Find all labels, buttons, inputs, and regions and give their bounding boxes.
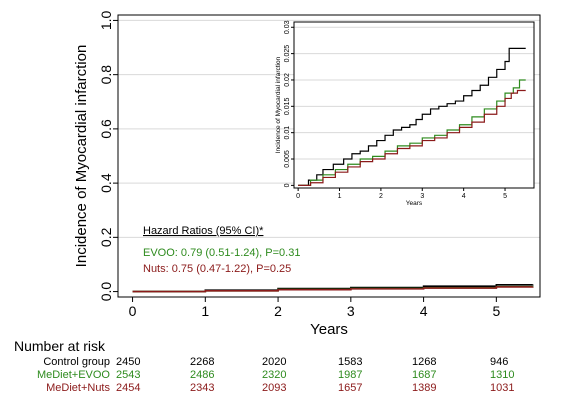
x-tick-label: 5 xyxy=(492,303,500,319)
y-tick-label: 0.4 xyxy=(98,173,114,193)
y-tick-label: 0.01 xyxy=(284,126,291,140)
x-tick-label: 4 xyxy=(462,193,466,200)
risk-value: 1268 xyxy=(412,356,437,368)
risk-value: 946 xyxy=(490,356,509,368)
risk-value: 2454 xyxy=(116,382,141,394)
y-tick-label: 0.0 xyxy=(98,282,114,302)
inset-plot: 0 1 2 3 4 5 0 0.005 0.01 0.015 0.02 0.025 0.03 Years I… xyxy=(275,20,535,207)
series-line xyxy=(298,47,526,186)
x-tick-label: 3 xyxy=(420,193,424,200)
risk-value: 1657 xyxy=(338,382,363,394)
y-tick-label: 0.025 xyxy=(284,45,291,63)
risk-value: 1031 xyxy=(490,382,515,394)
risk-row-nuts: MeDiet+Nuts 2454 2343 2093 1657 1389 103… xyxy=(0,382,574,395)
risk-row-control: Control group 2450 2268 2020 1583 1268 9… xyxy=(0,356,574,369)
y-axis-label: Incidence of Myocardial infarction xyxy=(73,45,90,268)
chart-svg: 0 1 2 3 4 5 0.0 0.2 0.4 0.6 0.8 1.0 Years Incidence o… xyxy=(73,10,541,338)
x-tick-label: 4 xyxy=(420,303,428,319)
risk-value: 1583 xyxy=(338,356,363,368)
risk-row-label: MeDiet+Nuts xyxy=(46,382,110,394)
y-tick-label: 0.8 xyxy=(98,65,114,85)
risk-row-label: MeDiet+EVOO xyxy=(36,369,110,381)
risk-value: 2020 xyxy=(262,356,287,368)
x-axis-label: Years xyxy=(310,321,348,338)
y-tick-label: 0 xyxy=(284,183,291,187)
y-tick-label: 0.6 xyxy=(98,119,114,139)
y-axis-label: Incidence of Myocardial infarction xyxy=(275,56,282,153)
series-line xyxy=(132,286,534,293)
x-tick-label: 2 xyxy=(274,303,282,319)
y-tick-label: 0.2 xyxy=(98,227,114,247)
x-tick-label: 5 xyxy=(503,193,507,200)
risk-value: 2093 xyxy=(262,382,287,394)
plot-area xyxy=(294,22,534,188)
y-tick-label: 1.0 xyxy=(98,10,114,30)
plot-frame xyxy=(117,14,541,298)
risk-value: 1987 xyxy=(338,369,363,381)
y-tick-label: 0.015 xyxy=(284,97,291,115)
x-tick-label: 3 xyxy=(347,303,355,319)
risk-value: 2543 xyxy=(116,369,141,381)
x-tick-label: 1 xyxy=(338,193,342,200)
y-tick-label: 0.02 xyxy=(284,73,291,87)
x-tick-label: 1 xyxy=(201,303,209,319)
risk-value: 2450 xyxy=(116,356,141,368)
risk-row-evoo: MeDiet+EVOO 2543 2486 2320 1987 1687 131… xyxy=(0,369,574,382)
x-tick-label: 0 xyxy=(296,193,300,200)
x-axis-label: Years xyxy=(406,200,423,207)
risk-value: 2268 xyxy=(190,356,215,368)
risk-table-title: Number at risk xyxy=(14,338,106,354)
risk-value: 2320 xyxy=(262,369,287,381)
risk-value: 1389 xyxy=(412,382,437,394)
plot-frame xyxy=(293,21,535,189)
x-tick-label: 0 xyxy=(129,303,137,319)
risk-row-label: Control group xyxy=(43,356,110,368)
hazard-ratio-heading: Hazard Ratios (95% CI)* xyxy=(143,225,264,237)
risk-table: Number at risk Control group 2450 2268 2… xyxy=(0,338,574,412)
risk-value: 2486 xyxy=(190,369,215,381)
risk-value: 1687 xyxy=(412,369,437,381)
series-line xyxy=(298,89,526,186)
x-tick-label: 2 xyxy=(379,193,383,200)
risk-value: 2343 xyxy=(190,382,215,394)
hazard-ratio-nuts: Nuts: 0.75 (0.47-1.22), P=0.25 xyxy=(143,263,291,275)
hazard-ratio-evoo: EVOO: 0.79 (0.51-1.24), P=0.31 xyxy=(143,247,300,259)
risk-value: 1310 xyxy=(490,369,515,381)
y-tick-label: 0.005 xyxy=(284,150,291,168)
y-tick-label: 0.03 xyxy=(284,20,291,34)
